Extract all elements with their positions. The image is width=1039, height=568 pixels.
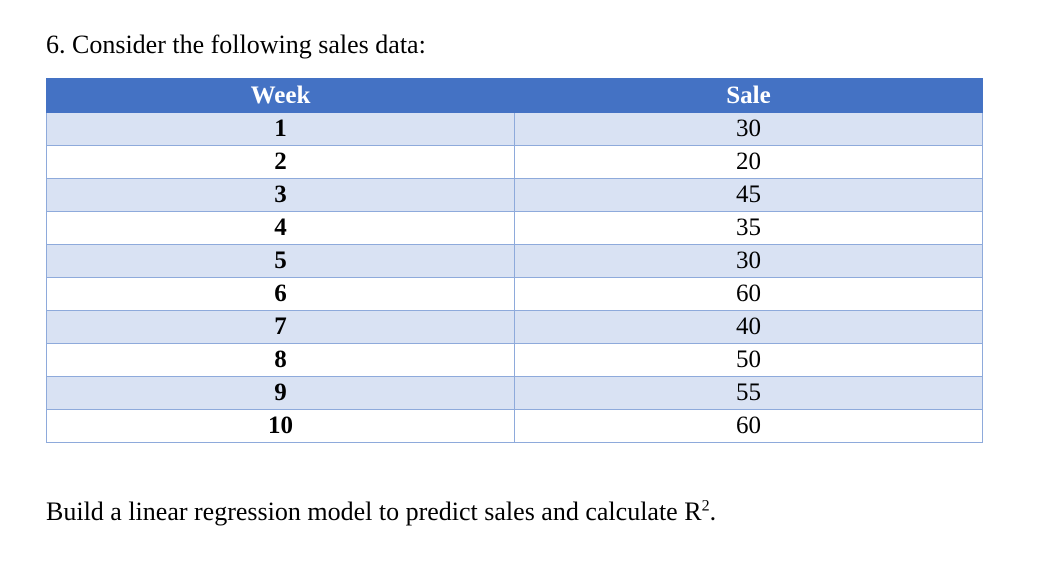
table-row: 9 55 (46, 376, 983, 410)
header-sale: Sale (514, 78, 983, 113)
sale-cell: 55 (514, 376, 983, 410)
week-cell: 7 (46, 310, 515, 344)
table-header-row: Week Sale (46, 78, 983, 113)
sale-cell: 60 (514, 409, 983, 443)
table-row: 7 40 (46, 310, 983, 344)
week-cell: 3 (46, 178, 515, 212)
table-row: 10 60 (46, 409, 983, 443)
sale-cell: 35 (514, 211, 983, 245)
week-cell: 9 (46, 376, 515, 410)
sale-cell: 30 (514, 112, 983, 146)
question-heading: 6. Consider the following sales data: (46, 30, 426, 59)
table-row: 3 45 (46, 178, 983, 212)
task-instruction: Build a linear regression model to predi… (46, 495, 716, 529)
table-row: 6 60 (46, 277, 983, 311)
sale-cell: 60 (514, 277, 983, 311)
sale-cell: 45 (514, 178, 983, 212)
week-cell: 1 (46, 112, 515, 146)
week-cell: 4 (46, 211, 515, 245)
table-row: 8 50 (46, 343, 983, 377)
week-cell: 6 (46, 277, 515, 311)
header-week: Week (46, 78, 515, 113)
r-squared-superscript: 2 (701, 497, 710, 515)
instruction-period: . (709, 497, 717, 526)
sale-cell: 30 (514, 244, 983, 278)
instruction-text: Build a linear regression model to predi… (46, 497, 702, 526)
week-cell: 2 (46, 145, 515, 179)
table-row: 1 30 (46, 112, 983, 146)
week-cell: 5 (46, 244, 515, 278)
week-cell: 10 (46, 409, 515, 443)
table-row: 5 30 (46, 244, 983, 278)
sale-cell: 50 (514, 343, 983, 377)
week-cell: 8 (46, 343, 515, 377)
table-row: 4 35 (46, 211, 983, 245)
sales-data-table: Week Sale 1 30 2 20 3 45 4 35 5 30 6 60 (46, 78, 983, 443)
table-row: 2 20 (46, 145, 983, 179)
sale-cell: 40 (514, 310, 983, 344)
sale-cell: 20 (514, 145, 983, 179)
